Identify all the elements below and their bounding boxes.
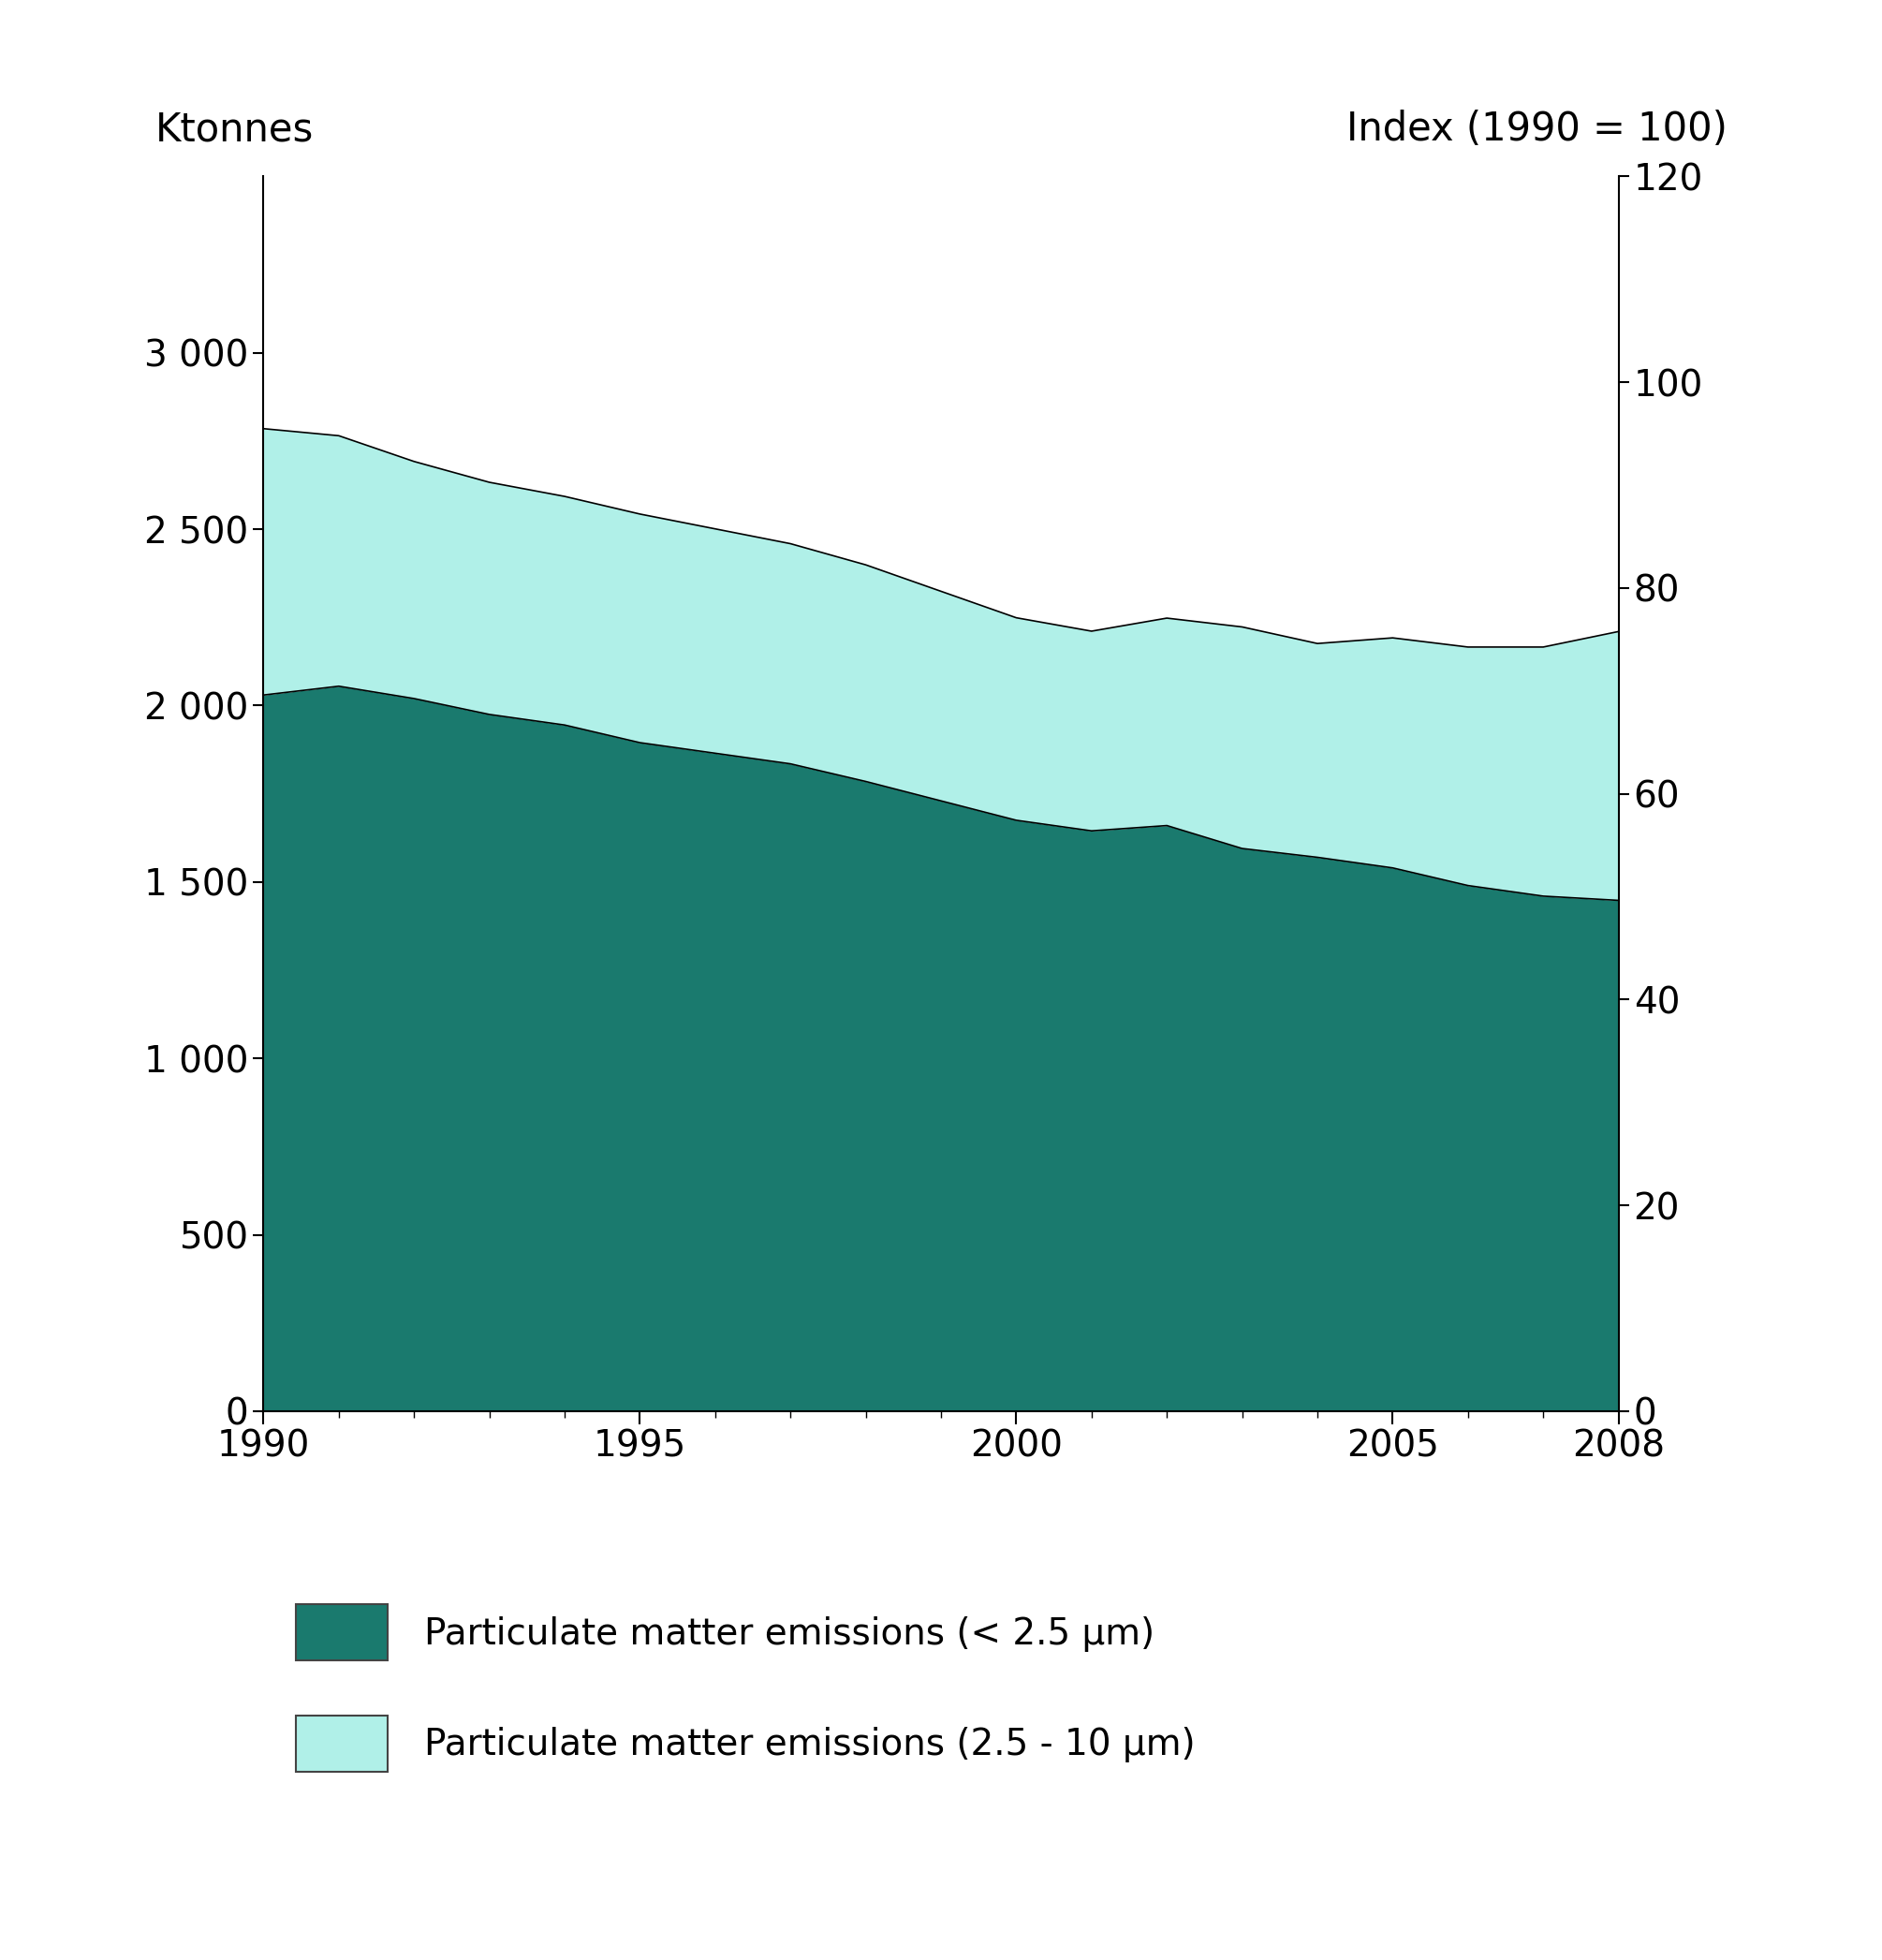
Text: Index (1990 = 100): Index (1990 = 100)	[1346, 110, 1728, 149]
Text: Ktonnes: Ktonnes	[154, 110, 314, 149]
Legend: Particulate matter emissions (< 2.5 μm), Particulate matter emissions (2.5 - 10 : Particulate matter emissions (< 2.5 μm),…	[282, 1590, 1210, 1786]
